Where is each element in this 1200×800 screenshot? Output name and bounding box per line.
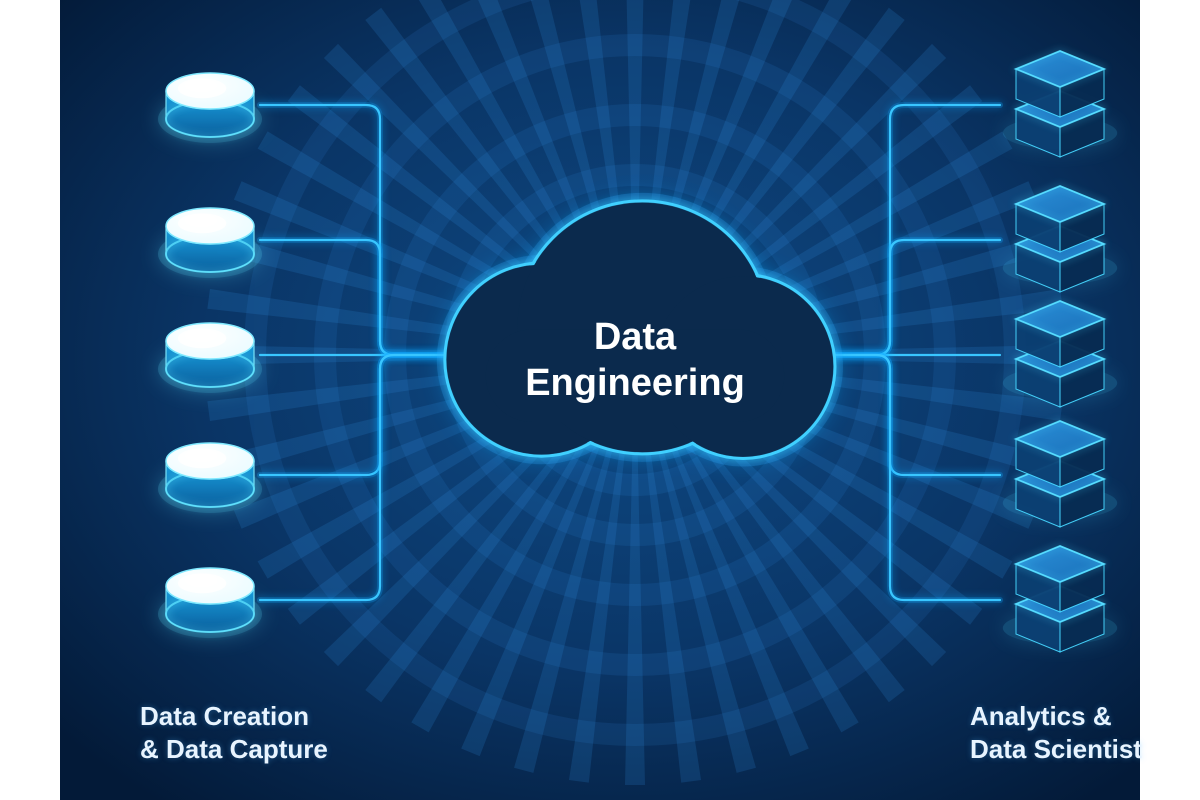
- database-icon: [158, 73, 262, 143]
- diagram-canvas: DataEngineering: [60, 0, 1140, 800]
- left-section-label: Data Creation & Data Capture: [140, 700, 328, 765]
- cloud-title-line1: Data: [594, 316, 677, 358]
- database-icon: [158, 443, 262, 513]
- database-icon: [158, 323, 262, 393]
- cloud-title-line2: Engineering: [525, 362, 745, 404]
- right-section-label: Analytics & Data Scientist: [970, 700, 1142, 765]
- database-icon: [158, 568, 262, 638]
- database-icon: [158, 208, 262, 278]
